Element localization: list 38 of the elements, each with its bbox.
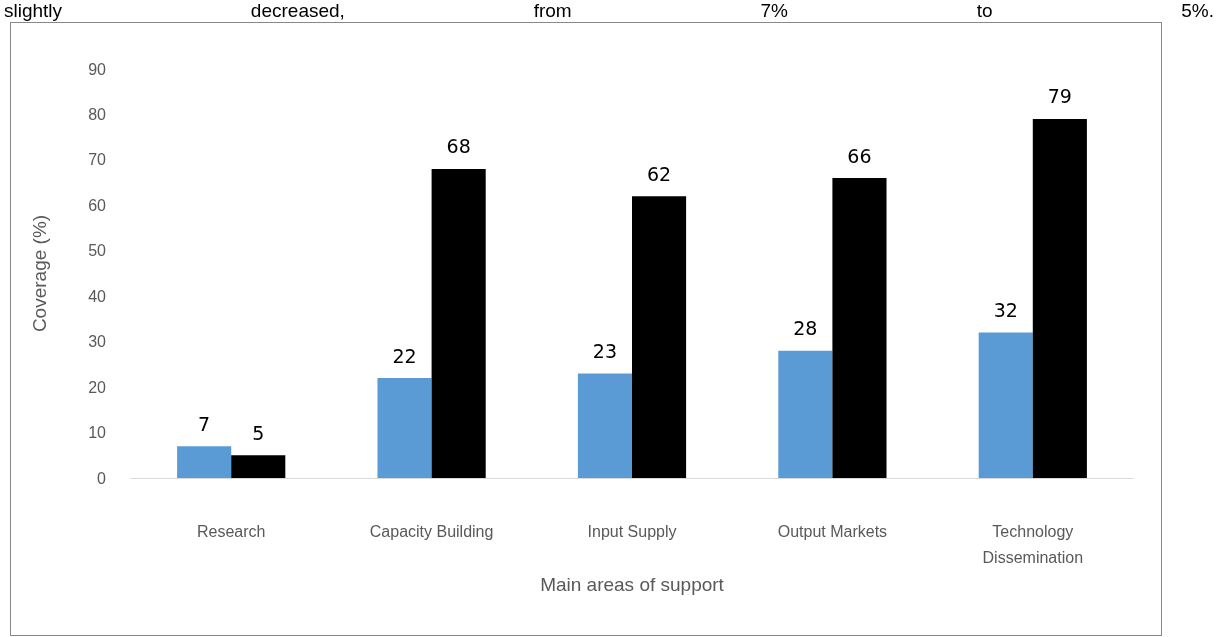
bar bbox=[231, 455, 286, 478]
x-axis-title: Main areas of support bbox=[540, 573, 725, 595]
data-label: 66 bbox=[847, 144, 872, 167]
bar bbox=[177, 446, 232, 478]
x-tick-label: Output Markets bbox=[777, 522, 888, 540]
data-label: 7 bbox=[198, 412, 211, 435]
x-tick-label: Input Supply bbox=[587, 522, 677, 540]
data-label: 22 bbox=[392, 344, 417, 367]
y-tick-label: 30 bbox=[88, 333, 107, 351]
text: slightly decreased, from 7% to 5%. bbox=[4, 0, 1214, 22]
bar bbox=[832, 178, 887, 478]
x-tick-label: Capacity Building bbox=[369, 522, 494, 540]
data-label: 32 bbox=[993, 299, 1018, 322]
data-label: 5 bbox=[252, 421, 265, 444]
y-tick-label: 0 bbox=[97, 469, 107, 487]
data-label: 62 bbox=[646, 162, 672, 185]
y-tick-label: 40 bbox=[88, 287, 107, 305]
y-tick-label: 50 bbox=[88, 242, 107, 260]
bar bbox=[431, 168, 486, 478]
y-axis-title: Coverage (%) bbox=[29, 214, 50, 333]
y-tick-label: 20 bbox=[88, 378, 107, 396]
y-tick-label: 80 bbox=[88, 105, 107, 123]
bar bbox=[632, 196, 687, 478]
y-tick-label: 70 bbox=[88, 151, 107, 169]
data-label: 23 bbox=[592, 339, 618, 362]
data-label: 79 bbox=[1047, 85, 1072, 108]
y-tick-label: 10 bbox=[88, 424, 107, 442]
x-tick-label: Technology Dissemination bbox=[982, 522, 1084, 566]
bar bbox=[1032, 118, 1087, 478]
y-tick-label: 90 bbox=[88, 60, 107, 78]
bar bbox=[577, 373, 632, 478]
bar bbox=[377, 378, 432, 478]
data-label: 28 bbox=[793, 317, 818, 340]
bar bbox=[978, 332, 1033, 478]
y-tick-label: 60 bbox=[88, 196, 107, 214]
x-tick-label: Research bbox=[196, 522, 266, 540]
data-label: 68 bbox=[446, 135, 471, 158]
bar bbox=[778, 350, 833, 478]
